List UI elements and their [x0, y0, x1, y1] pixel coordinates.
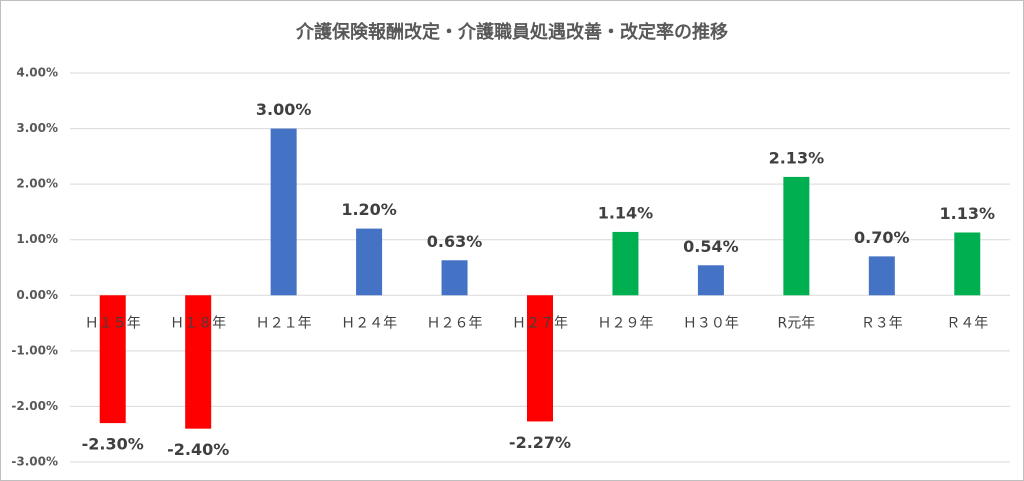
- x-tick-label: Ｈ２１年: [256, 315, 312, 331]
- y-tick-label: -3.00%: [11, 455, 58, 469]
- y-tick-label: -2.00%: [11, 399, 58, 413]
- x-tick-label: Ｈ１５年: [85, 315, 141, 331]
- value-label: 3.00%: [256, 100, 312, 119]
- value-label: 1.14%: [598, 203, 654, 222]
- x-tick-label: Ｈ１８年: [170, 315, 226, 331]
- value-label: 1.13%: [940, 204, 996, 223]
- value-label: 1.20%: [341, 200, 397, 219]
- bar: [612, 231, 639, 296]
- bar: [99, 295, 126, 424]
- x-tick-label: Ｒ３年: [861, 315, 903, 331]
- y-tick-label: 0.00%: [16, 288, 58, 302]
- bar: [270, 128, 297, 296]
- bar: [783, 176, 810, 296]
- value-label: -2.40%: [167, 440, 229, 459]
- x-tick-label: Ｈ３０年: [683, 315, 739, 331]
- x-tick-label: Ｒ４年: [946, 315, 988, 331]
- x-tick-label: Ｈ２６年: [427, 315, 483, 331]
- value-label: 2.13%: [769, 148, 825, 167]
- bar: [954, 232, 981, 296]
- bar: [441, 260, 468, 296]
- y-tick-label: 2.00%: [16, 177, 58, 191]
- x-tick-label: Ｈ２７年: [512, 315, 568, 331]
- x-tick-label: Ｈ２９年: [597, 315, 653, 331]
- x-tick-label: R元年: [777, 315, 815, 331]
- y-tick-label: 3.00%: [16, 121, 58, 135]
- y-tick-label: 1.00%: [16, 232, 58, 246]
- value-label: 0.70%: [854, 228, 910, 247]
- bar: [868, 256, 895, 296]
- bar: [356, 228, 383, 296]
- y-tick-label: 4.00%: [16, 66, 58, 80]
- x-tick-label: Ｈ２４年: [341, 315, 397, 331]
- value-label: -2.30%: [82, 435, 144, 454]
- bar: [697, 265, 724, 296]
- value-label: -2.27%: [509, 433, 571, 452]
- y-tick-label: -1.00%: [11, 343, 58, 357]
- bar: [527, 295, 553, 422]
- value-label: 0.54%: [683, 237, 739, 256]
- chart-title: 介護保険報酬改定・介護職員処遇改善・改定率の推移: [295, 21, 728, 43]
- bar: [185, 295, 212, 429]
- value-label: 0.63%: [427, 232, 483, 251]
